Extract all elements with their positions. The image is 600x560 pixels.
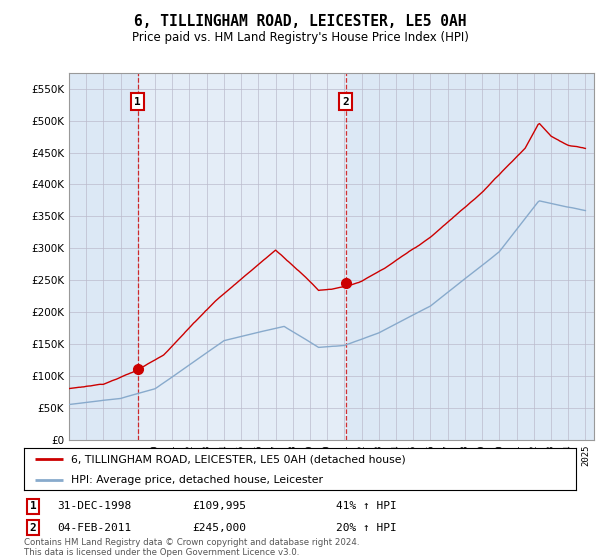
Text: Contains HM Land Registry data © Crown copyright and database right 2024.
This d: Contains HM Land Registry data © Crown c… (24, 538, 359, 557)
Text: 41% ↑ HPI: 41% ↑ HPI (336, 501, 397, 511)
Text: 31-DEC-1998: 31-DEC-1998 (57, 501, 131, 511)
Text: 2: 2 (343, 96, 349, 106)
Text: 1: 1 (29, 501, 37, 511)
Text: £245,000: £245,000 (192, 522, 246, 533)
Text: HPI: Average price, detached house, Leicester: HPI: Average price, detached house, Leic… (71, 475, 323, 486)
Bar (137, 73, 346, 440)
Text: 04-FEB-2011: 04-FEB-2011 (57, 522, 131, 533)
Text: 1: 1 (134, 96, 141, 106)
Text: 6, TILLINGHAM ROAD, LEICESTER, LE5 0AH: 6, TILLINGHAM ROAD, LEICESTER, LE5 0AH (134, 14, 466, 29)
Text: £109,995: £109,995 (192, 501, 246, 511)
Text: 20% ↑ HPI: 20% ↑ HPI (336, 522, 397, 533)
Text: 6, TILLINGHAM ROAD, LEICESTER, LE5 0AH (detached house): 6, TILLINGHAM ROAD, LEICESTER, LE5 0AH (… (71, 454, 406, 464)
Text: 2: 2 (29, 522, 37, 533)
Text: Price paid vs. HM Land Registry's House Price Index (HPI): Price paid vs. HM Land Registry's House … (131, 31, 469, 44)
